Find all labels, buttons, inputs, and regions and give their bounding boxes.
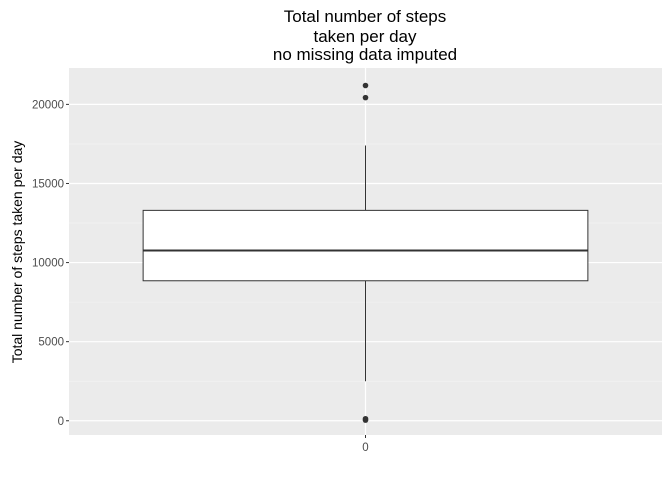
x-tick-label: 0 — [362, 442, 368, 454]
chart-title-line-3: no missing data imputed — [273, 45, 457, 64]
chart-title-line-2: taken per day — [313, 27, 417, 46]
outlier-point — [362, 94, 369, 101]
y-axis-ticks: 0 5000 10000 15000 20000 — [32, 99, 69, 428]
box-marks — [142, 82, 589, 423]
y-tick-label: 10000 — [32, 258, 64, 270]
outlier-point — [362, 415, 369, 422]
outlier-point — [362, 82, 369, 89]
x-axis-ticks: 0 — [362, 435, 369, 454]
chart-title-line-1: Total number of steps — [284, 7, 447, 26]
y-tick-label: 20000 — [32, 99, 64, 111]
chart-title: Total number of steps taken per day no m… — [273, 7, 457, 64]
box-iqr — [142, 209, 589, 282]
y-tick-label: 0 — [58, 416, 64, 428]
y-tick-label: 15000 — [32, 178, 64, 190]
y-axis-title: Total number of steps taken per day — [9, 141, 25, 364]
y-tick-label: 5000 — [38, 337, 64, 349]
